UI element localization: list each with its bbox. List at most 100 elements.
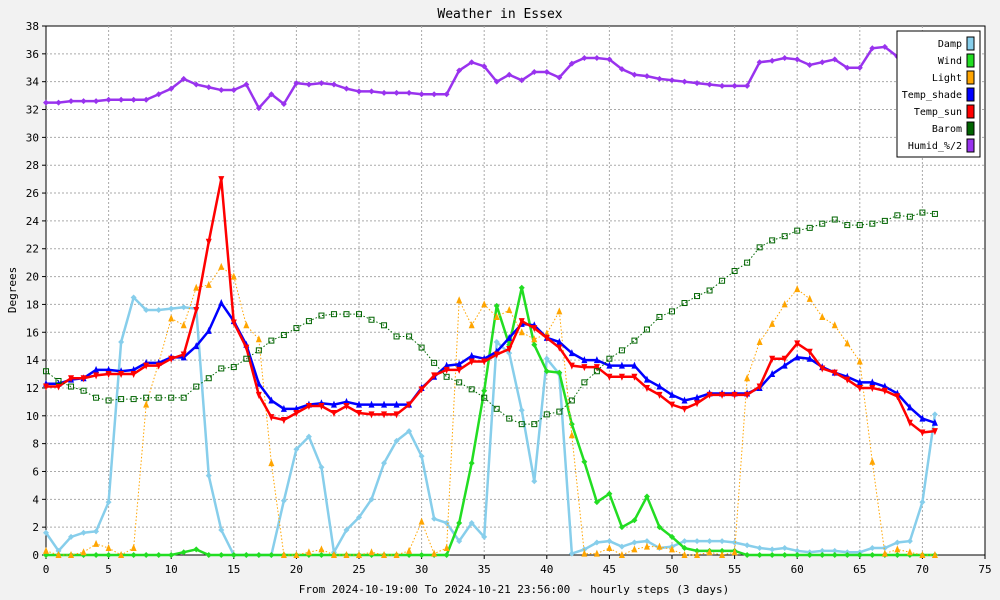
data-point-barom bbox=[919, 209, 926, 216]
data-point-wind bbox=[694, 547, 701, 554]
x-tick-label: 60 bbox=[791, 563, 804, 576]
x-tick-label: 15 bbox=[227, 563, 240, 576]
data-point-damp bbox=[180, 304, 187, 311]
data-point-wind bbox=[243, 552, 250, 558]
data-point-barom bbox=[43, 368, 49, 375]
data-point-humid-2 bbox=[769, 57, 776, 64]
data-point-temp-sun bbox=[356, 410, 362, 418]
data-point-temp-sun bbox=[318, 403, 325, 411]
data-point-light bbox=[243, 321, 250, 329]
data-point-humid-2 bbox=[305, 81, 312, 88]
data-point-light bbox=[756, 338, 763, 346]
data-point-humid-2 bbox=[293, 80, 300, 87]
data-point-damp bbox=[356, 514, 362, 521]
data-point-barom bbox=[794, 227, 801, 234]
data-point-barom bbox=[443, 373, 450, 380]
y-tick-label: 34 bbox=[26, 76, 40, 89]
data-point-wind bbox=[631, 517, 638, 524]
data-point-humid-2 bbox=[230, 87, 237, 94]
data-point-humid-2 bbox=[468, 59, 475, 66]
data-point-damp bbox=[919, 499, 926, 506]
data-point-light bbox=[769, 319, 776, 327]
data-point-temp-shade bbox=[618, 361, 625, 369]
data-point-light bbox=[631, 545, 638, 553]
data-point-wind bbox=[744, 552, 751, 558]
data-point-barom bbox=[606, 355, 613, 362]
data-point-light bbox=[869, 457, 876, 465]
data-point-humid-2 bbox=[506, 71, 513, 78]
data-point-damp bbox=[894, 539, 901, 546]
data-point-temp-shade bbox=[856, 378, 863, 386]
y-tick-label: 18 bbox=[26, 298, 39, 311]
legend-swatch bbox=[966, 36, 975, 51]
data-point-wind bbox=[781, 552, 788, 558]
data-point-barom bbox=[418, 344, 425, 351]
data-point-humid-2 bbox=[756, 59, 763, 66]
data-point-temp-shade bbox=[368, 400, 375, 408]
data-point-temp-sun bbox=[719, 391, 726, 399]
data-point-temp-sun bbox=[43, 383, 49, 391]
y-tick-label: 30 bbox=[26, 131, 39, 144]
data-point-wind bbox=[418, 552, 425, 558]
data-point-temp-sun bbox=[744, 391, 751, 399]
data-point-barom bbox=[406, 333, 413, 340]
data-point-humid-2 bbox=[593, 55, 600, 62]
data-point-damp bbox=[218, 526, 225, 533]
y-tick-label: 0 bbox=[32, 549, 39, 562]
data-point-wind bbox=[894, 552, 901, 558]
data-point-damp bbox=[593, 539, 600, 546]
data-point-light bbox=[393, 551, 400, 558]
data-point-temp-sun bbox=[681, 405, 688, 413]
legend-label: Temp_shade bbox=[902, 90, 962, 101]
data-point-damp bbox=[819, 547, 826, 554]
data-point-light bbox=[381, 551, 388, 558]
series-lines bbox=[43, 43, 938, 558]
data-point-damp bbox=[618, 543, 625, 550]
x-tick-label: 65 bbox=[853, 563, 866, 576]
data-point-light bbox=[731, 548, 738, 556]
data-point-light bbox=[531, 335, 538, 343]
data-point-damp bbox=[831, 547, 838, 554]
data-point-wind bbox=[606, 490, 613, 497]
data-point-barom bbox=[581, 379, 588, 386]
y-tick-label: 24 bbox=[26, 215, 40, 228]
data-point-humid-2 bbox=[581, 55, 588, 62]
data-point-humid-2 bbox=[669, 77, 675, 84]
data-point-wind bbox=[255, 552, 262, 558]
data-point-damp bbox=[931, 411, 938, 418]
data-point-light bbox=[643, 542, 650, 550]
data-point-light bbox=[305, 548, 312, 556]
data-point-damp bbox=[543, 355, 550, 362]
data-point-humid-2 bbox=[568, 60, 575, 67]
data-point-temp-sun bbox=[418, 386, 425, 394]
x-tick-label: 55 bbox=[728, 563, 741, 576]
data-point-temp-shade bbox=[806, 354, 813, 362]
data-point-light bbox=[656, 542, 663, 550]
data-point-humid-2 bbox=[694, 80, 701, 87]
data-point-temp-sun bbox=[93, 372, 100, 380]
data-point-wind bbox=[669, 533, 675, 540]
data-point-light bbox=[518, 328, 525, 336]
data-point-wind bbox=[831, 552, 838, 558]
data-point-barom bbox=[806, 224, 813, 231]
data-point-humid-2 bbox=[168, 85, 175, 92]
data-point-light bbox=[506, 305, 513, 313]
data-point-barom bbox=[343, 311, 350, 318]
data-point-temp-sun bbox=[55, 383, 62, 391]
data-point-light bbox=[255, 335, 262, 343]
data-point-light bbox=[606, 544, 613, 552]
legend-label: Damp bbox=[938, 39, 962, 50]
data-point-light bbox=[105, 544, 112, 552]
data-point-damp bbox=[280, 497, 287, 504]
data-point-light bbox=[694, 551, 701, 558]
data-point-temp-shade bbox=[381, 400, 388, 408]
data-point-humid-2 bbox=[556, 74, 563, 81]
data-point-humid-2 bbox=[443, 91, 450, 98]
data-point-temp-sun bbox=[819, 365, 826, 373]
data-point-barom bbox=[80, 387, 87, 394]
data-point-temp-sun bbox=[80, 375, 87, 383]
data-point-barom bbox=[268, 337, 275, 344]
data-point-light bbox=[593, 549, 600, 557]
